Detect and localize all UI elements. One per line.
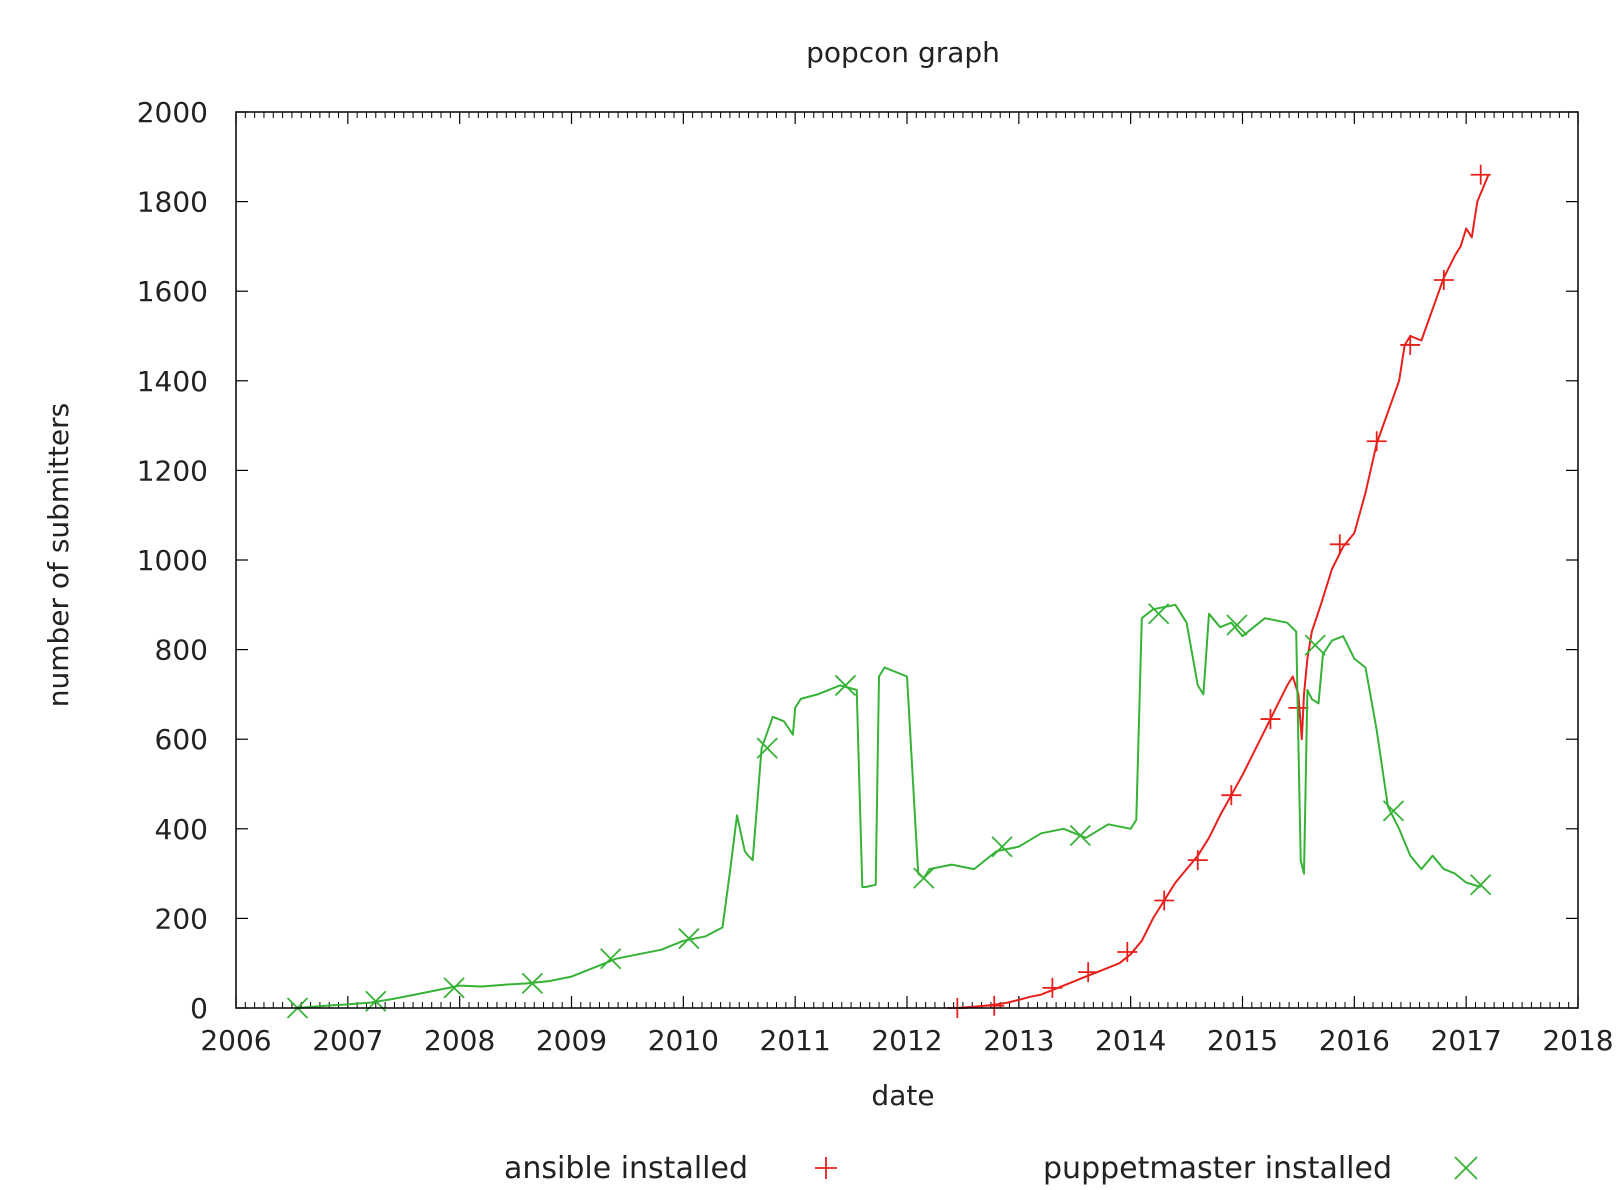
data-point-0 bbox=[1260, 709, 1281, 730]
data-point-0 bbox=[1366, 431, 1387, 452]
x-tick-label: 2007 bbox=[312, 1024, 383, 1057]
y-tick-label: 2000 bbox=[137, 96, 208, 129]
x-tick-label: 2006 bbox=[200, 1024, 271, 1057]
y-tick-label: 0 bbox=[190, 992, 208, 1025]
data-point-1 bbox=[1147, 603, 1170, 625]
data-point-0 bbox=[1221, 785, 1242, 806]
data-point-1 bbox=[521, 972, 543, 994]
data-point-1 bbox=[756, 737, 778, 759]
series-layer bbox=[286, 164, 1492, 1019]
x-tick-label: 2013 bbox=[983, 1024, 1054, 1057]
y-tick-label: 200 bbox=[155, 902, 208, 935]
data-point-0 bbox=[1078, 962, 1099, 983]
chart-title: popcon graph bbox=[806, 36, 1000, 69]
y-tick-label: 800 bbox=[155, 634, 208, 667]
series-line-1 bbox=[297, 603, 1481, 1009]
data-point-1 bbox=[991, 836, 1013, 858]
x-tick-label: 2009 bbox=[536, 1024, 607, 1057]
y-axis-title: number of submitters bbox=[42, 403, 75, 708]
data-point-0 bbox=[1470, 164, 1491, 185]
x-tick-label: 2017 bbox=[1431, 1024, 1502, 1057]
data-point-1 bbox=[834, 674, 857, 697]
y-tick-label: 1400 bbox=[137, 365, 208, 398]
data-point-0 bbox=[1117, 942, 1138, 962]
x-tick-label: 2014 bbox=[1095, 1024, 1166, 1057]
data-point-0 bbox=[1187, 850, 1208, 871]
data-point-0 bbox=[1400, 334, 1421, 355]
plot-frame bbox=[235, 111, 1579, 1009]
y-tick-label: 600 bbox=[155, 723, 208, 756]
y-tick-label: 1200 bbox=[137, 454, 208, 487]
data-point-1 bbox=[678, 927, 700, 950]
data-point-0 bbox=[984, 995, 1005, 1016]
data-point-1 bbox=[1382, 800, 1405, 822]
x-tick-label: 2015 bbox=[1207, 1024, 1278, 1057]
legend-plus-marker bbox=[815, 1157, 837, 1179]
data-point-1 bbox=[1304, 634, 1326, 656]
data-point-0 bbox=[1042, 977, 1063, 998]
data-point-0 bbox=[1329, 534, 1350, 555]
axes: 2006 2007 2008 2009 2010 2011 2012 2013 2014 2015… bbox=[137, 96, 1614, 1057]
legend-label-ansible: ansible installed bbox=[504, 1151, 748, 1186]
y-tick-label: 1800 bbox=[137, 186, 208, 219]
x-tick-label: 2010 bbox=[648, 1024, 719, 1057]
y-tick-label: 400 bbox=[155, 813, 208, 846]
x-tick-label: 2008 bbox=[424, 1024, 495, 1057]
data-point-0 bbox=[1433, 270, 1454, 290]
x-tick-label: 2018 bbox=[1542, 1024, 1613, 1057]
data-point-1 bbox=[913, 867, 935, 889]
y-tick-label: 1000 bbox=[137, 544, 208, 577]
data-point-1 bbox=[1470, 874, 1492, 896]
data-point-1 bbox=[1226, 614, 1248, 636]
x-tick-label: 2016 bbox=[1319, 1024, 1390, 1057]
x-axis-title: date bbox=[871, 1079, 934, 1112]
x-tick-label: 2012 bbox=[871, 1024, 942, 1057]
legend-label-puppetmaster: puppetmaster installed bbox=[1043, 1151, 1392, 1186]
data-point-0 bbox=[1154, 890, 1175, 911]
legend-cross-marker bbox=[1454, 1156, 1478, 1180]
legend: ansible installed puppetmaster installed bbox=[504, 1151, 1478, 1186]
data-point-1 bbox=[443, 977, 465, 999]
data-point-1 bbox=[600, 948, 622, 970]
legend-marker-puppetmaster bbox=[1454, 1156, 1478, 1180]
y-tick-label: 1600 bbox=[137, 275, 208, 308]
legend-marker-ansible bbox=[815, 1157, 837, 1179]
data-point-1 bbox=[1069, 824, 1091, 847]
x-tick-label: 2011 bbox=[760, 1024, 831, 1057]
